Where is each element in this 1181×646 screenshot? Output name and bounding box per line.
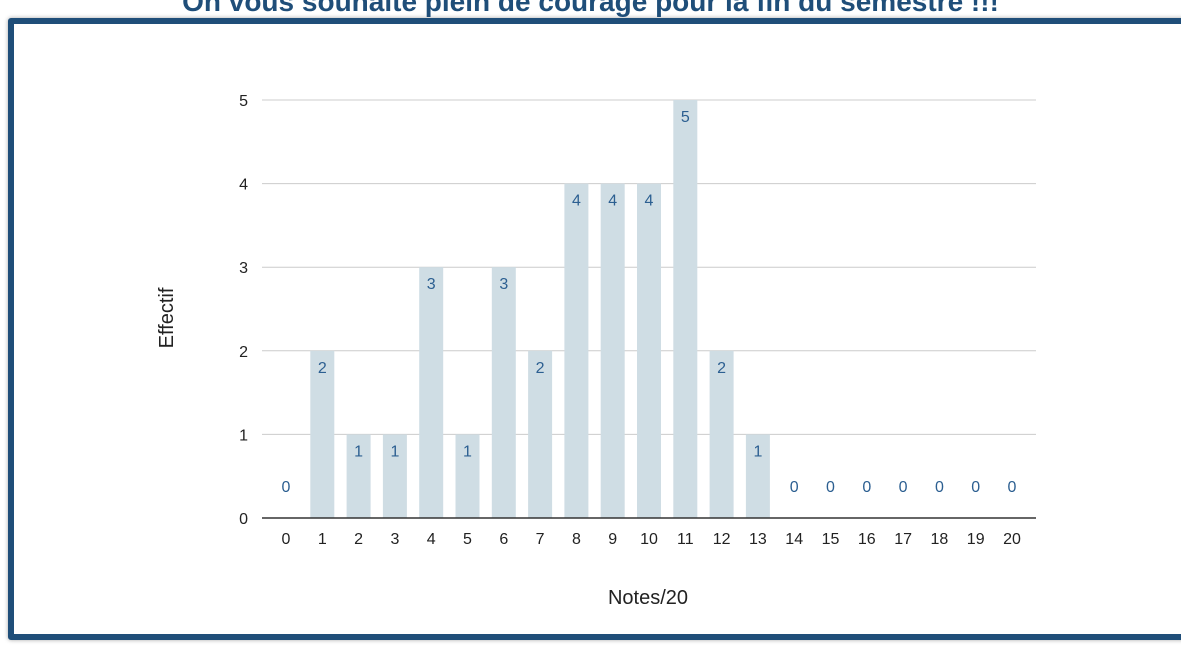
y-axis-ticks: 0 1 2 3 4 5 bbox=[239, 93, 248, 528]
x-tick-label: 3 bbox=[390, 531, 399, 548]
x-tick-label: 18 bbox=[931, 531, 949, 548]
bar bbox=[382, 434, 407, 518]
y-axis-title: Effectif bbox=[156, 287, 178, 348]
x-tick-label: 4 bbox=[427, 531, 436, 548]
x-tick-label: 12 bbox=[713, 531, 731, 548]
y-tick-label: 2 bbox=[239, 344, 248, 361]
bar bbox=[346, 434, 371, 518]
bar bbox=[455, 434, 480, 518]
x-tick-label: 7 bbox=[536, 531, 545, 548]
bar bbox=[419, 267, 444, 518]
data-label: 0 bbox=[1008, 479, 1017, 496]
x-tick-label: 15 bbox=[822, 531, 840, 548]
data-label: 4 bbox=[572, 193, 581, 210]
x-tick-label: 5 bbox=[463, 531, 472, 548]
data-label: 3 bbox=[499, 276, 508, 293]
data-label: 0 bbox=[282, 479, 291, 496]
bar bbox=[600, 183, 625, 518]
data-labels: 0 2 1 1 3 1 3 2 4 4 4 5 2 1 0 0 0 0 0 0 0 bbox=[282, 109, 1017, 496]
data-label: 5 bbox=[681, 109, 690, 126]
data-label: 0 bbox=[862, 479, 871, 496]
bar bbox=[637, 183, 661, 518]
data-label: 4 bbox=[645, 193, 654, 210]
data-label: 1 bbox=[390, 443, 399, 460]
bar bbox=[528, 350, 553, 518]
x-tick-label: 14 bbox=[785, 531, 803, 548]
data-label: 1 bbox=[753, 443, 762, 460]
data-label: 0 bbox=[826, 479, 835, 496]
data-label: 0 bbox=[935, 479, 944, 496]
y-tick-label: 0 bbox=[239, 511, 248, 528]
x-tick-label: 0 bbox=[282, 531, 291, 548]
x-tick-label: 2 bbox=[354, 531, 363, 548]
x-axis-ticks: 0 1 2 3 4 5 6 7 8 9 10 11 12 13 14 15 16 17 18 19 20 bbox=[282, 531, 1021, 548]
bar bbox=[709, 350, 734, 518]
bar bbox=[491, 267, 516, 518]
bar bbox=[564, 183, 589, 518]
x-tick-label: 10 bbox=[640, 531, 658, 548]
chart-frame bbox=[8, 18, 1181, 640]
y-tick-label: 4 bbox=[239, 177, 248, 194]
x-tick-label: 1 bbox=[318, 531, 327, 548]
data-label: 0 bbox=[790, 479, 799, 496]
bar bbox=[673, 100, 698, 518]
x-tick-label: 9 bbox=[608, 531, 617, 548]
x-tick-label: 13 bbox=[749, 531, 767, 548]
x-tick-label: 17 bbox=[894, 531, 912, 548]
data-label: 3 bbox=[427, 276, 436, 293]
x-tick-label: 8 bbox=[572, 531, 581, 548]
x-axis-title: Notes/20 bbox=[608, 587, 688, 609]
y-tick-label: 1 bbox=[239, 427, 248, 444]
page-title: On vous souhaite plein de courage pour l… bbox=[182, 0, 999, 17]
data-label: 2 bbox=[717, 360, 726, 377]
x-tick-label: 11 bbox=[677, 531, 694, 548]
bar bbox=[745, 434, 770, 518]
data-label: 2 bbox=[536, 360, 545, 377]
y-tick-label: 5 bbox=[239, 93, 248, 110]
x-tick-label: 6 bbox=[499, 531, 508, 548]
data-label: 1 bbox=[463, 443, 472, 460]
data-label: 2 bbox=[318, 360, 327, 377]
data-label: 0 bbox=[899, 479, 908, 496]
x-tick-label: 16 bbox=[858, 531, 876, 548]
data-label: 0 bbox=[971, 479, 980, 496]
data-label: 4 bbox=[608, 193, 617, 210]
bar bbox=[310, 350, 335, 518]
y-tick-label: 3 bbox=[239, 260, 248, 277]
bars bbox=[310, 100, 770, 518]
data-label: 1 bbox=[354, 443, 363, 460]
x-tick-label: 20 bbox=[1003, 531, 1021, 548]
x-tick-label: 19 bbox=[967, 531, 985, 548]
